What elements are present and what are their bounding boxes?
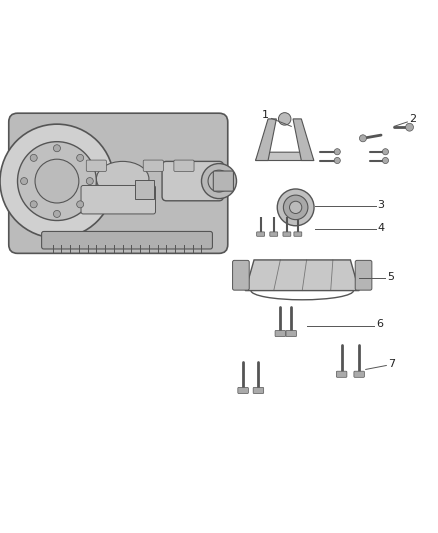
Text: 7: 7 — [389, 359, 396, 369]
FancyBboxPatch shape — [286, 330, 297, 336]
FancyBboxPatch shape — [275, 330, 286, 336]
Circle shape — [279, 112, 291, 125]
FancyBboxPatch shape — [143, 160, 163, 172]
Circle shape — [18, 142, 96, 221]
FancyBboxPatch shape — [9, 113, 228, 253]
Text: 3: 3 — [378, 200, 385, 210]
FancyBboxPatch shape — [283, 232, 291, 236]
Circle shape — [35, 159, 79, 203]
FancyBboxPatch shape — [253, 387, 264, 393]
Text: 6: 6 — [377, 319, 384, 329]
Circle shape — [77, 155, 84, 161]
FancyBboxPatch shape — [294, 232, 302, 236]
Circle shape — [77, 201, 84, 208]
FancyBboxPatch shape — [86, 160, 106, 172]
Circle shape — [208, 170, 230, 192]
FancyBboxPatch shape — [355, 260, 372, 290]
Ellipse shape — [96, 161, 149, 197]
Circle shape — [382, 157, 389, 164]
Polygon shape — [256, 152, 314, 160]
FancyBboxPatch shape — [270, 232, 278, 236]
Circle shape — [30, 201, 37, 208]
Polygon shape — [256, 119, 276, 160]
Circle shape — [86, 177, 93, 184]
FancyBboxPatch shape — [135, 180, 154, 199]
Text: 1: 1 — [261, 110, 268, 120]
Polygon shape — [293, 119, 314, 160]
Circle shape — [53, 145, 60, 152]
Circle shape — [30, 155, 37, 161]
FancyBboxPatch shape — [81, 185, 155, 214]
FancyBboxPatch shape — [233, 260, 249, 290]
FancyBboxPatch shape — [238, 387, 248, 393]
Circle shape — [0, 124, 114, 238]
Polygon shape — [245, 260, 359, 290]
Text: 5: 5 — [388, 272, 395, 282]
Text: 4: 4 — [378, 222, 385, 232]
Circle shape — [406, 123, 413, 131]
Circle shape — [21, 177, 28, 184]
Text: 2: 2 — [410, 115, 417, 124]
Circle shape — [283, 195, 308, 220]
Circle shape — [53, 211, 60, 217]
Circle shape — [360, 135, 367, 142]
FancyBboxPatch shape — [162, 161, 223, 201]
Circle shape — [290, 201, 302, 214]
Circle shape — [277, 189, 314, 226]
FancyBboxPatch shape — [213, 171, 233, 191]
Circle shape — [334, 157, 340, 164]
Circle shape — [334, 149, 340, 155]
FancyBboxPatch shape — [257, 232, 265, 236]
FancyBboxPatch shape — [42, 231, 212, 249]
FancyBboxPatch shape — [336, 371, 347, 377]
FancyBboxPatch shape — [174, 160, 194, 172]
FancyBboxPatch shape — [354, 371, 364, 377]
Circle shape — [201, 164, 237, 199]
Circle shape — [382, 149, 389, 155]
